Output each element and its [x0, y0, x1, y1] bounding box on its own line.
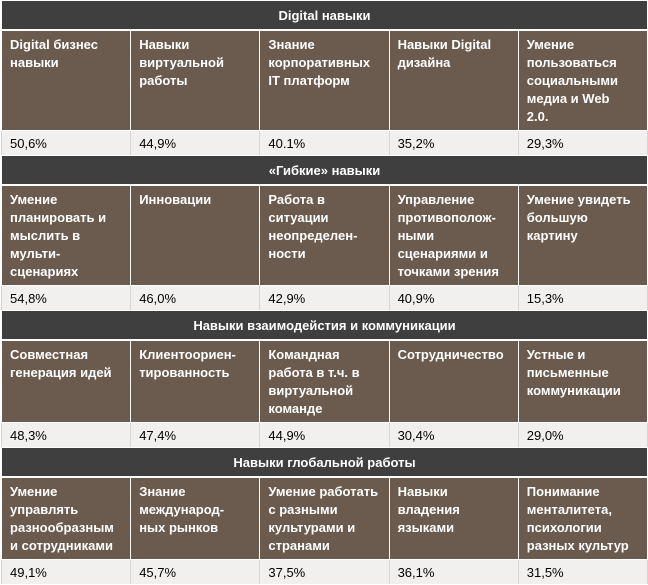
skill-label: Работа в ситуации неопределен- ности — [268, 192, 358, 261]
skill-label: Навыки Digital дизайна — [397, 37, 492, 70]
skill-value: 36,1% — [388, 559, 519, 585]
skill-label-row: Умение планировать и мыслить в мульти- с… — [0, 184, 648, 286]
skill-value: 42,9% — [259, 285, 390, 311]
skill-label: Командная работа в т.ч. в виртуальной ко… — [268, 347, 360, 416]
skill-value: 45,7% — [130, 559, 261, 585]
skill-label: Навыки владения языками — [397, 484, 460, 535]
section-header-row: «Гибкие» навыки — [1, 155, 648, 186]
skill-value: 47,4% — [130, 422, 261, 448]
skill-value: 44,9% — [259, 422, 390, 448]
skill-label-cell: Умение управлять разнообразным и сотрудн… — [0, 476, 132, 560]
skill-label: Устные и письменные коммуникации — [526, 347, 621, 398]
skill-value: 15,3% — [517, 285, 648, 311]
skill-label: Клиентоориен- тированность — [139, 347, 236, 380]
section-title: Навыки глобальной работы — [1, 447, 648, 478]
skill-label: Умение работать с разными культурами и с… — [268, 484, 379, 553]
section-header-row: Навыки взаимодейстия и коммуникации — [1, 310, 648, 341]
skill-value-row: 50,6% 44,9% 40.1% 35,2% 29,3% — [0, 130, 648, 156]
skill-label: Знание международ- ных рынков — [139, 484, 225, 535]
skill-value: 40.1% — [259, 130, 390, 156]
skill-value: 54,8% — [0, 285, 132, 311]
skill-label-row: Совместная генерация идей Клиентоориен- … — [0, 339, 648, 423]
skill-value: 30,4% — [388, 422, 519, 448]
skill-label-cell: Умение увидеть большую картину — [517, 184, 648, 286]
section-header-row: Навыки глобальной работы — [1, 447, 648, 478]
skill-value: 40,9% — [388, 285, 519, 311]
skill-label-cell: Знание международ- ных рынков — [130, 476, 261, 560]
skill-label-cell: Умение работать с разными культурами и с… — [259, 476, 390, 560]
skill-label: Совместная генерация идей — [10, 347, 112, 380]
skill-label-row: Умение управлять разнообразным и сотрудн… — [0, 476, 648, 560]
skill-label-cell: Устные и письменные коммуникации — [517, 339, 648, 423]
skill-value: 49,1% — [0, 559, 132, 585]
skill-label: Умение планировать и мыслить в мульти- с… — [10, 192, 107, 279]
skill-label-row: Digital бизнес навыки Навыки виртуальной… — [0, 29, 648, 131]
skill-value-row: 54,8% 46,0% 42,9% 40,9% 15,3% — [0, 285, 648, 311]
section-header-row: Digital навыки — [1, 0, 648, 31]
skill-label-cell: Сотрудничество — [388, 339, 519, 423]
skill-label: Навыки виртуальной работы — [139, 37, 224, 88]
skill-label-cell: Командная работа в т.ч. в виртуальной ко… — [259, 339, 390, 423]
skill-label-cell: Навыки виртуальной работы — [130, 29, 261, 131]
skill-label: Знание корпоративных IT платформ — [268, 37, 371, 88]
skill-label-cell: Навыки Digital дизайна — [388, 29, 519, 131]
skill-label-cell: Умение планировать и мыслить в мульти- с… — [0, 184, 132, 286]
skill-label-cell: Клиентоориен- тированность — [130, 339, 261, 423]
skill-label: Сотрудничество — [397, 347, 504, 362]
skill-value: 44,9% — [130, 130, 261, 156]
skill-label-cell: Digital бизнес навыки — [0, 29, 132, 131]
skill-label-cell: Работа в ситуации неопределен- ности — [259, 184, 390, 286]
skill-label-cell: Совместная генерация идей — [0, 339, 132, 423]
skill-label: Понимание менталитета, психологии разных… — [526, 484, 629, 553]
skill-label: Инновации — [139, 192, 212, 207]
skill-label: Умение управлять разнообразным и сотрудн… — [10, 484, 114, 553]
skill-label: Умение пользоваться социальными медиа и … — [526, 37, 618, 124]
skill-label-cell: Управление противополож- ными сценариями… — [388, 184, 519, 286]
skill-label-cell: Знание корпоративных IT платформ — [259, 29, 390, 131]
skill-value-row: 49,1% 45,7% 37,5% 36,1% 31,5% — [0, 559, 648, 585]
skill-value: 48,3% — [0, 422, 132, 448]
skill-label-cell: Понимание менталитета, психологии разных… — [517, 476, 648, 560]
skill-value: 31,5% — [517, 559, 648, 585]
skill-value: 29,3% — [517, 130, 648, 156]
skill-label-cell: Умение пользоваться социальными медиа и … — [517, 29, 648, 131]
skill-value: 50,6% — [0, 130, 132, 156]
skill-label: Умение увидеть большую картину — [526, 192, 631, 243]
skill-label: Управление противополож- ными сценариями… — [397, 192, 499, 279]
skill-value: 35,2% — [388, 130, 519, 156]
skill-value: 29,0% — [517, 422, 648, 448]
skill-value: 46,0% — [130, 285, 261, 311]
section-title: «Гибкие» навыки — [1, 155, 648, 186]
section-title: Digital навыки — [1, 0, 648, 31]
skill-value-row: 48,3% 47,4% 44,9% 30,4% 29,0% — [0, 422, 648, 448]
skill-label: Digital бизнес навыки — [10, 37, 98, 70]
skill-label-cell: Навыки владения языками — [388, 476, 519, 560]
skill-value: 37,5% — [259, 559, 390, 585]
skill-label-cell: Инновации — [130, 184, 261, 286]
section-title: Навыки взаимодейстия и коммуникации — [1, 310, 648, 341]
